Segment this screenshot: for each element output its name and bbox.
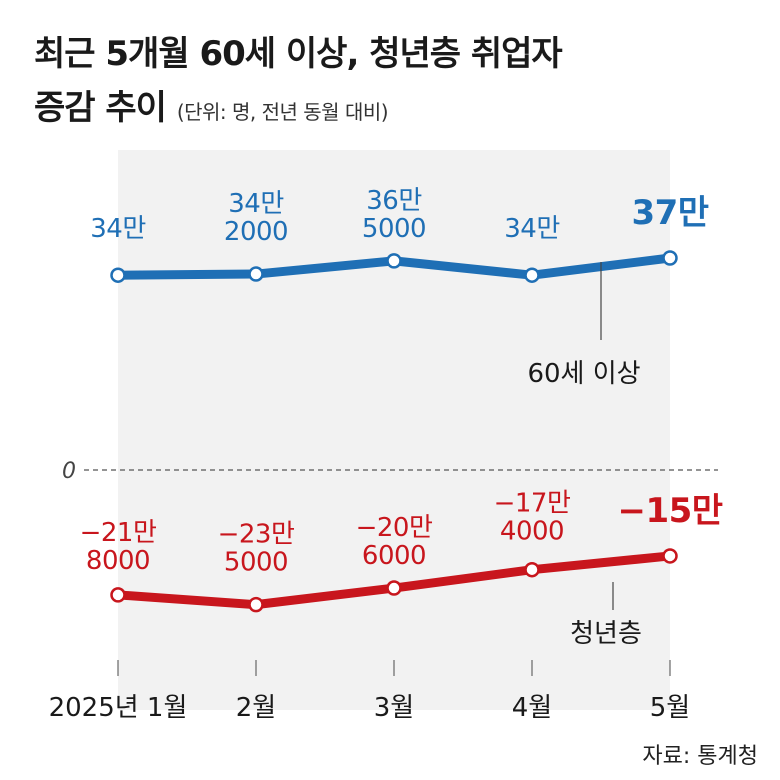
data-label: −23만 (218, 520, 295, 550)
unit-note: (단위: 명, 전년 동월 대비) (176, 100, 389, 124)
data-label: 34만 (504, 214, 560, 244)
source-note: 자료: 통계청 (642, 744, 758, 769)
x-tick-label: 4월 (512, 693, 552, 723)
data-label: 4000 (500, 517, 564, 547)
zero-tick-label: 0 (62, 459, 76, 484)
data-label: 5000 (224, 548, 288, 578)
plot-background (118, 150, 670, 710)
x-tick-label: 2025년 1월 (49, 693, 188, 723)
data-label: 34만 (228, 189, 284, 219)
series-name-label: 청년층 (570, 619, 642, 649)
x-tick-label: 3월 (374, 693, 414, 723)
x-tick-label: 5월 (650, 693, 690, 723)
series-name-label: 60세 이상 (527, 359, 640, 389)
data-point (662, 548, 678, 564)
data-point (524, 561, 540, 578)
data-label: 8000 (86, 546, 150, 576)
data-label: 2000 (224, 217, 288, 247)
data-point (386, 253, 402, 269)
chart-title-main: 증감 추이 (34, 88, 167, 128)
data-label: −15만 (617, 491, 722, 531)
data-label: 36만 (366, 186, 422, 216)
data-point (248, 596, 264, 613)
data-point (248, 266, 264, 282)
data-point (110, 587, 126, 603)
chart-title-line1: 최근 5개월 60세 이상, 청년층 취업자 (34, 34, 563, 74)
data-point (524, 267, 540, 283)
data-point (662, 250, 678, 266)
data-label: 6000 (362, 541, 426, 571)
chart-title-line2: 증감 추이 (단위: 명, 전년 동월 대비) (34, 80, 389, 129)
data-label: 34만 (90, 214, 146, 244)
data-point (386, 580, 402, 596)
x-tick-label: 2월 (236, 693, 276, 723)
data-label: 5000 (362, 214, 426, 244)
data-point (110, 267, 126, 283)
data-label: −17만 (494, 489, 571, 519)
data-label: −21만 (80, 518, 157, 548)
data-label: 37만 (631, 193, 708, 233)
data-label: −20만 (356, 513, 433, 543)
